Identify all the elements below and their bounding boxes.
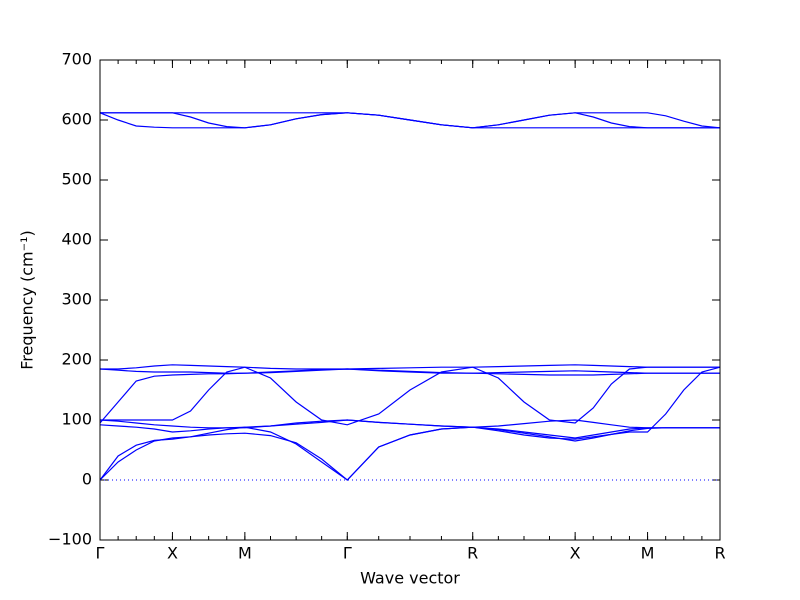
x-tick-label: M <box>238 544 252 563</box>
band-line <box>99 419 720 439</box>
y-tick-label: 600 <box>61 110 92 129</box>
y-tick-label: 200 <box>61 350 92 369</box>
y-tick-label: 400 <box>61 230 92 249</box>
band-line <box>100 366 720 426</box>
plot-frame <box>99 59 721 541</box>
y-tick-label: 300 <box>61 290 92 309</box>
band-line <box>100 364 720 370</box>
y-tick-label: 500 <box>61 170 92 189</box>
band-line <box>99 426 720 481</box>
x-tick-label: M <box>641 544 655 563</box>
x-tick-label: X <box>570 544 581 563</box>
band-line <box>99 368 720 424</box>
y-tick-label: 0 <box>82 470 92 489</box>
x-tick-label: X <box>167 544 178 563</box>
x-tick-label: Γ <box>96 544 105 563</box>
x-tick-label: R <box>467 544 478 563</box>
y-tick-label: −100 <box>48 530 92 549</box>
y-tick-label: 100 <box>61 410 92 429</box>
y-axis-label: Frequency (cm⁻¹) <box>18 230 37 369</box>
x-tick-label: R <box>714 544 725 563</box>
x-axis-label: Wave vector <box>360 569 460 588</box>
x-tick-label: Γ <box>343 544 352 563</box>
band-line <box>100 112 720 129</box>
y-tick-label: 700 <box>61 50 92 69</box>
